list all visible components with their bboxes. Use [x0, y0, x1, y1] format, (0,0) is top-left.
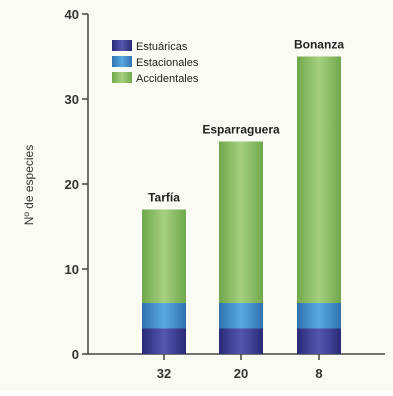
- bar-segment-accidentales: [297, 56, 341, 303]
- y-tick-label: 30: [65, 92, 79, 107]
- y-ticks: 0 10 20 30 40: [65, 7, 88, 362]
- x-tick-label: 20: [234, 366, 248, 381]
- legend-swatch: [112, 40, 132, 51]
- y-tick-label: 10: [65, 262, 79, 277]
- bar-segment-estacionales: [297, 303, 341, 329]
- legend-label: Accidentales: [136, 73, 199, 85]
- x-tick-label: 8: [315, 366, 322, 381]
- bar-label: Esparraguera: [202, 123, 280, 137]
- bar-segment-estacionales: [219, 303, 263, 329]
- y-axis-label: Nº de especies: [22, 145, 36, 225]
- bar-segment-estuáricas: [297, 328, 341, 354]
- bar-segment-estacionales: [142, 303, 186, 329]
- bar-segment-estuáricas: [142, 328, 186, 354]
- x-tick-label: 32: [157, 366, 171, 381]
- legend-label: Estuáricas: [136, 41, 188, 53]
- legend-swatch: [112, 72, 132, 83]
- bar-segment-accidentales: [142, 209, 186, 303]
- legend-swatch: [112, 56, 132, 67]
- legend: Estuáricas Estacionales Accidentales: [112, 40, 199, 85]
- y-tick-label: 20: [65, 177, 79, 192]
- x-ticks: 32 20 8: [157, 354, 323, 381]
- y-tick-label: 0: [72, 347, 79, 362]
- bar-segment-estuáricas: [219, 328, 263, 354]
- bar-label: Bonanza: [294, 38, 344, 52]
- bars: Tarfía Esparraguera Bonanza: [142, 38, 344, 354]
- y-tick-label: 40: [65, 7, 79, 22]
- legend-label: Estacionales: [136, 57, 199, 69]
- bar-segment-accidentales: [219, 141, 263, 303]
- bar-label: Tarfía: [148, 191, 180, 205]
